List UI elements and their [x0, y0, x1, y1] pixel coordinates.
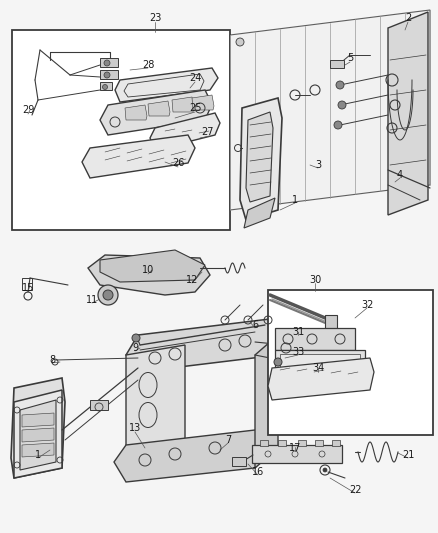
Circle shape [103, 290, 113, 300]
Bar [280, 354, 360, 368]
Bar [275, 328, 355, 350]
Polygon shape [126, 345, 185, 455]
Text: 26: 26 [172, 158, 184, 168]
Circle shape [334, 121, 342, 129]
Text: 6: 6 [252, 320, 258, 330]
Text: 22: 22 [349, 485, 361, 495]
Polygon shape [192, 95, 214, 110]
Bar [332, 440, 340, 446]
Text: 21: 21 [402, 450, 414, 460]
Bar [232, 457, 246, 466]
Text: 13: 13 [129, 423, 141, 433]
Bar [268, 290, 433, 435]
Polygon shape [114, 430, 268, 482]
Text: 29: 29 [22, 105, 34, 115]
Text: 8: 8 [49, 355, 55, 365]
Bar [12, 30, 230, 230]
Polygon shape [255, 335, 278, 468]
Text: 31: 31 [292, 327, 304, 337]
Polygon shape [230, 10, 430, 210]
Text: 33: 33 [292, 347, 304, 357]
Polygon shape [20, 400, 56, 470]
Bar [100, 70, 118, 79]
Bar [100, 58, 118, 67]
Text: 28: 28 [142, 60, 154, 70]
Polygon shape [22, 413, 54, 427]
Polygon shape [22, 443, 54, 457]
Text: 1: 1 [35, 450, 41, 460]
Circle shape [236, 38, 244, 46]
Text: 27: 27 [202, 127, 214, 137]
Bar [330, 60, 344, 68]
Text: 16: 16 [252, 467, 264, 477]
Polygon shape [11, 378, 65, 478]
Text: 10: 10 [142, 265, 154, 275]
Circle shape [104, 60, 110, 66]
Text: 15: 15 [22, 283, 34, 293]
Bar [22, 278, 32, 290]
Polygon shape [88, 255, 210, 295]
Text: 2: 2 [405, 13, 411, 23]
Text: 1: 1 [292, 195, 298, 205]
Text: 34: 34 [312, 363, 324, 373]
Text: 11: 11 [86, 295, 98, 305]
Polygon shape [172, 97, 194, 112]
Circle shape [274, 358, 282, 366]
Circle shape [102, 85, 107, 90]
Bar [252, 445, 342, 463]
Polygon shape [126, 318, 290, 372]
Circle shape [338, 101, 346, 109]
Text: 24: 24 [189, 73, 201, 83]
Bar [325, 315, 337, 333]
Text: 25: 25 [189, 103, 201, 113]
Text: 4: 4 [397, 170, 403, 180]
Circle shape [132, 334, 140, 342]
Text: 12: 12 [186, 275, 198, 285]
Text: 7: 7 [225, 435, 231, 445]
Text: 9: 9 [132, 343, 138, 353]
Bar [100, 82, 112, 90]
Bar [298, 440, 306, 446]
Polygon shape [22, 428, 54, 442]
Polygon shape [268, 358, 374, 400]
Circle shape [104, 72, 110, 78]
Polygon shape [100, 90, 212, 135]
Polygon shape [244, 198, 275, 228]
Text: 23: 23 [149, 13, 161, 23]
Polygon shape [125, 105, 147, 120]
Bar [260, 440, 268, 446]
Polygon shape [115, 68, 218, 102]
Polygon shape [246, 112, 273, 202]
Bar [278, 440, 286, 446]
Polygon shape [14, 390, 62, 478]
Polygon shape [388, 12, 428, 215]
Polygon shape [148, 101, 170, 116]
Bar [275, 350, 365, 372]
Circle shape [98, 285, 118, 305]
Circle shape [336, 81, 344, 89]
Text: 5: 5 [347, 53, 353, 63]
Text: 30: 30 [309, 275, 321, 285]
Bar [90, 400, 108, 410]
Text: 32: 32 [361, 300, 373, 310]
Circle shape [323, 468, 327, 472]
Bar [315, 440, 323, 446]
Text: 17: 17 [289, 443, 301, 453]
Polygon shape [150, 113, 220, 150]
Polygon shape [100, 250, 205, 282]
Polygon shape [82, 135, 195, 178]
Text: 3: 3 [315, 160, 321, 170]
Polygon shape [240, 98, 282, 220]
